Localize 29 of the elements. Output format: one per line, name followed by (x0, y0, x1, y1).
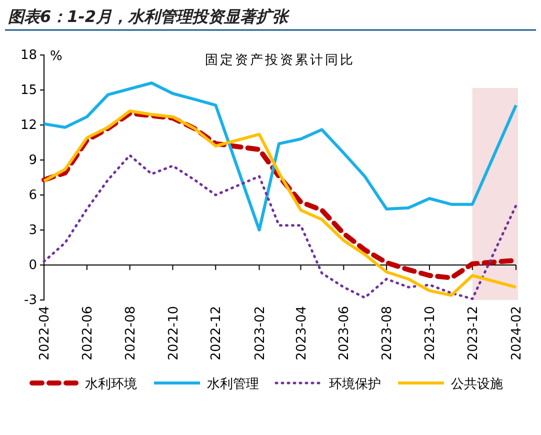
y-tick-label: -3 (24, 293, 37, 308)
line-series (42, 154, 518, 300)
y-tick-label: 3 (28, 223, 37, 238)
chart-title: 图表6：1-2月，水利管理投资显著扩张 (8, 7, 290, 26)
x-tick-label: 2022-04 (38, 306, 53, 360)
y-tick-label: 15 (20, 83, 37, 98)
x-tick-label: 2022-10 (166, 306, 182, 360)
x-tick-label: 2022-12 (209, 306, 224, 360)
x-tick-label: 2023-10 (423, 306, 438, 360)
x-tick-label: 2023-04 (294, 306, 310, 360)
y-axis-title: % (50, 49, 62, 64)
y-tick-label: 12 (20, 118, 37, 134)
x-tick-label: 2023-12 (466, 306, 481, 360)
y-tick-label: 18 (20, 48, 37, 64)
y-tick-label: 9 (28, 153, 37, 168)
legend-label: 水利环境 (85, 376, 137, 392)
x-tick-label: 2022-08 (123, 306, 138, 360)
legend-label: 水利管理 (207, 377, 259, 392)
y-tick-label: 0 (28, 258, 37, 274)
chart-subtitle: 固定资产投资累计同比 (205, 53, 355, 68)
x-tick-label: 2023-02 (252, 306, 268, 360)
legend-label: 环境保护 (329, 376, 381, 392)
x-tick-label: 2024-02 (510, 306, 525, 360)
line-series (42, 82, 518, 232)
x-tick-label: 2022-06 (80, 306, 96, 360)
x-tick-label: 2023-06 (337, 306, 352, 360)
legend-label: 公共设施 (451, 377, 503, 392)
x-tick-label: 2023-08 (380, 306, 396, 360)
y-tick-label: 6 (28, 188, 37, 204)
